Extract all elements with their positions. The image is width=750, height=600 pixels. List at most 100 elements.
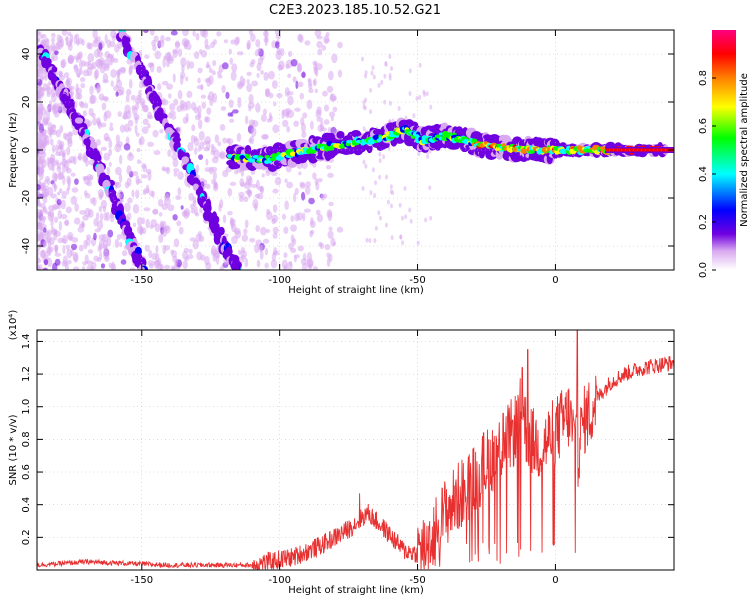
heatmap-cell <box>103 132 110 142</box>
heatmap-cell <box>326 209 333 218</box>
heatmap-cell <box>290 234 295 243</box>
heatmap-cell <box>103 152 111 161</box>
heatmap-cell <box>62 175 66 186</box>
heatmap-cell <box>118 173 123 184</box>
heatmap-cell <box>78 244 84 252</box>
heatmap-cell <box>118 68 122 76</box>
heatmap-cell <box>46 229 52 237</box>
heatmap-cell <box>178 48 183 58</box>
heatmap-cell <box>41 182 45 190</box>
heatmap-cell <box>73 64 79 73</box>
heatmap-cell <box>251 80 259 87</box>
heatmap-cell <box>128 66 132 76</box>
heatmap-cell <box>403 185 407 191</box>
heatmap-cell <box>93 218 99 227</box>
heatmap-cell <box>398 202 402 208</box>
heatmap-cell <box>72 266 80 270</box>
heatmap-cell <box>37 255 40 264</box>
heatmap-cell <box>93 232 97 241</box>
heatmap-cell <box>198 130 205 141</box>
heatmap-cell <box>267 70 275 80</box>
heatmap-cell <box>244 144 252 156</box>
heatmap-cell <box>182 260 188 270</box>
heatmap-cell <box>226 137 231 144</box>
heatmap-cell <box>288 242 294 250</box>
heatmap-cell <box>369 87 373 93</box>
heatmap-cell <box>46 86 53 95</box>
heatmap-cell <box>170 114 177 120</box>
heatmap-cell <box>58 71 64 78</box>
heatmap-cell <box>383 73 387 79</box>
heatmap-cell <box>50 37 56 43</box>
heatmap-cell <box>53 172 58 183</box>
heatmap-cell <box>120 259 127 265</box>
heatmap-cell <box>206 77 212 87</box>
snr-x-tick-label: 0 <box>552 575 558 586</box>
heatmap-cell <box>154 50 162 60</box>
heatmap-cell <box>418 94 422 100</box>
heatmap-cell <box>294 213 300 222</box>
heatmap-cell <box>170 265 176 270</box>
heatmap-cell <box>244 219 249 229</box>
heatmap-cell <box>397 105 401 111</box>
heatmap-cell <box>37 213 40 218</box>
heatmap-cell <box>58 221 63 231</box>
heatmap-cell <box>70 172 76 177</box>
heatmap-cell <box>179 74 184 85</box>
heatmap-cell <box>92 39 100 48</box>
heatmap-cell <box>115 134 120 143</box>
heatmap-cell <box>37 249 40 256</box>
heatmap-cell <box>37 200 40 206</box>
heatmap-cell <box>57 191 61 196</box>
heatmap-cell <box>370 70 374 76</box>
snr-y-tick-label: 0.2 <box>21 529 32 545</box>
heatmap-cell <box>39 231 46 237</box>
heatmap-cell <box>388 100 392 106</box>
heatmap-cell <box>362 100 366 106</box>
heatmap-cell <box>141 174 148 179</box>
heatmap-cell <box>72 155 77 165</box>
heatmap-cell <box>172 214 178 221</box>
heatmap-cell <box>261 134 268 140</box>
heatmap-cell <box>176 220 182 227</box>
heatmap-cell <box>172 158 179 168</box>
heatmap-cell <box>385 174 389 180</box>
heatmap-cell <box>377 82 381 88</box>
heatmap-cell <box>182 251 189 260</box>
heatmap-cell <box>156 263 163 270</box>
heatmap-cell <box>321 45 327 51</box>
heatmap-cell <box>80 82 86 89</box>
heatmap-cell <box>301 71 306 79</box>
snr-x-label: Height of straight line (km) <box>288 585 424 596</box>
heatmap-cell <box>136 216 143 227</box>
heatmap-cell <box>61 238 67 243</box>
heatmap-cell <box>330 237 336 247</box>
heatmap-cell <box>147 123 151 129</box>
heatmap-cell <box>206 61 210 69</box>
heatmap-cell <box>195 32 200 41</box>
heatmap-cell <box>256 259 261 268</box>
heatmap-cell <box>272 188 279 194</box>
heatmap-cell <box>40 91 45 97</box>
heatmap-cell <box>190 207 195 214</box>
heatmap-cell <box>175 195 182 200</box>
heatmap-cell <box>66 187 70 195</box>
heatmap-cell <box>308 197 315 205</box>
heatmap-cell <box>262 108 268 115</box>
heatmap-panel: -150 -100 -50 0 -40 -20 0 20 40 Height of strai… <box>8 29 675 296</box>
heatmap-cell <box>81 266 86 270</box>
heatmap-cell <box>62 149 66 158</box>
heatmap-cell <box>256 72 260 78</box>
heatmap-cell <box>249 135 255 145</box>
heatmap-cell <box>242 196 249 202</box>
heatmap-cell <box>274 176 282 186</box>
heatmap-cell <box>177 126 182 135</box>
heatmap-x-tick-label: 0 <box>552 275 558 286</box>
heatmap-cell <box>237 97 242 103</box>
heatmap-cell <box>89 85 94 96</box>
heatmap-cell <box>318 241 323 247</box>
heatmap-cell <box>412 113 416 119</box>
heatmap-cell <box>286 261 293 270</box>
heatmap-cell <box>77 152 83 161</box>
heatmap-cell <box>528 150 535 154</box>
